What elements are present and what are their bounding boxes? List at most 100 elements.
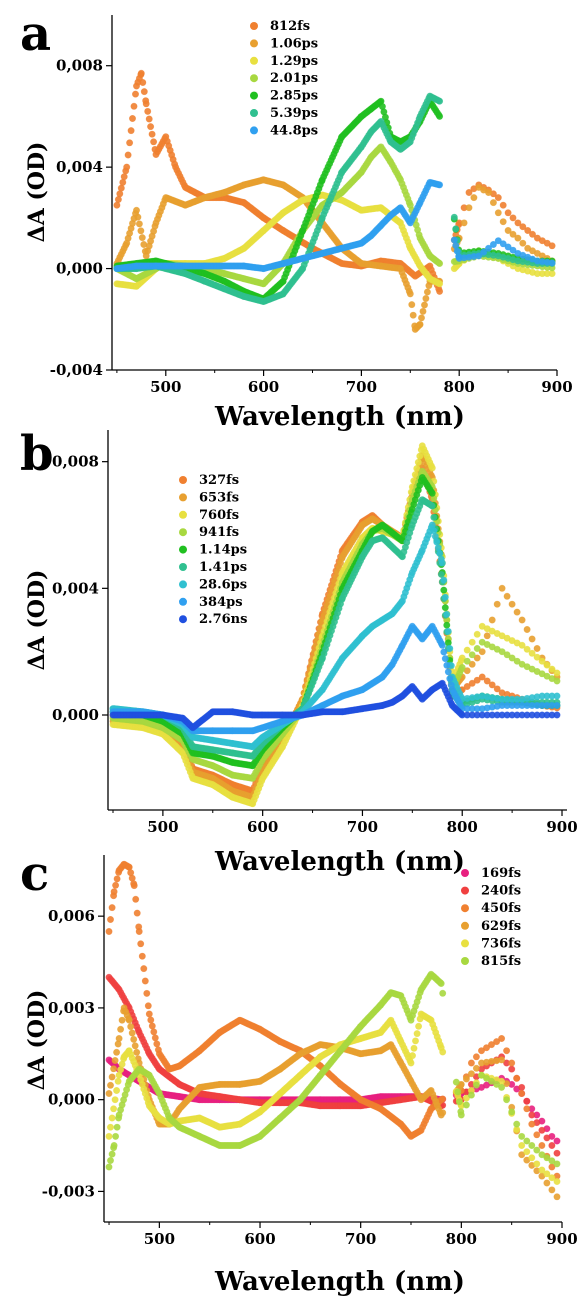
data-point	[132, 895, 140, 903]
data-point	[137, 227, 145, 235]
data-point	[408, 301, 416, 309]
y-tick-label: 0,004	[52, 579, 99, 597]
data-point	[553, 1149, 561, 1157]
data-point	[441, 655, 449, 663]
data-point	[431, 532, 439, 540]
data-point	[499, 201, 507, 209]
data-point	[508, 1065, 516, 1073]
legend-marker	[250, 22, 258, 30]
data-point	[441, 604, 449, 612]
data-point	[463, 682, 471, 690]
data-point	[144, 1002, 152, 1010]
data-point	[470, 194, 478, 202]
data-point	[436, 181, 444, 189]
data-point	[553, 1137, 561, 1145]
data-point	[436, 287, 444, 295]
x-axis-title: Wavelength (nm)	[214, 847, 465, 877]
data-point	[113, 875, 121, 883]
data-point	[484, 189, 492, 197]
data-point	[538, 657, 546, 665]
y-tick-label: -0,003	[42, 1182, 95, 1200]
data-point	[148, 1022, 156, 1030]
legend-marker	[250, 126, 258, 135]
data-point	[463, 646, 471, 654]
data-point	[489, 199, 497, 207]
data-point	[108, 904, 116, 912]
legend-marker	[250, 91, 258, 100]
legend-label: 2.76ns	[199, 612, 247, 627]
data-point	[493, 600, 501, 608]
data-point	[504, 227, 512, 235]
legend-marker	[179, 510, 187, 519]
data-point	[105, 927, 113, 935]
legend-marker	[179, 545, 187, 554]
legend-marker	[250, 56, 258, 65]
data-point	[151, 1034, 159, 1042]
legend-marker	[250, 109, 258, 117]
data-point	[478, 648, 486, 656]
data-point	[509, 246, 517, 254]
y-axis-title: ΔA (OD)	[24, 570, 50, 671]
data-point	[528, 635, 536, 643]
data-point	[553, 677, 561, 685]
data-point	[144, 107, 152, 115]
data-point	[458, 654, 466, 662]
data-point	[553, 692, 561, 700]
data-point	[494, 209, 502, 217]
panel-letter: a	[20, 6, 51, 62]
data-point	[523, 645, 531, 653]
data-point	[473, 654, 481, 662]
data-point	[475, 252, 483, 260]
legend-label: 1.41ps	[199, 560, 247, 575]
data-point	[430, 527, 438, 535]
data-point	[433, 538, 441, 546]
data-point	[147, 1016, 155, 1024]
data-point	[133, 909, 141, 917]
data-point	[503, 651, 511, 659]
data-point	[129, 115, 137, 123]
data-point	[423, 288, 431, 296]
data-point	[436, 549, 444, 557]
data-point	[523, 625, 531, 633]
data-point	[406, 290, 414, 298]
data-point	[120, 173, 128, 181]
data-point	[436, 112, 444, 120]
legend-label: 2.01ps	[270, 71, 318, 86]
y-tick-label: -0,004	[50, 361, 103, 379]
data-point	[117, 184, 125, 192]
panel-a: 500 600 700 800 900-0,0040,0000,0040,008aΔA …	[20, 6, 573, 432]
legend-label: 2.85ps	[270, 89, 318, 104]
data-point	[148, 130, 156, 138]
legend-label: 384ps	[199, 595, 243, 610]
legend-label: 941fs	[199, 525, 239, 540]
data-point	[134, 213, 142, 221]
legend-label: 44.8ps	[270, 123, 318, 138]
data-point	[446, 675, 454, 683]
x-tick-label: 800	[444, 378, 475, 396]
data-point	[528, 230, 536, 238]
legend-marker	[179, 476, 187, 484]
data-point	[514, 219, 522, 227]
data-point	[434, 544, 442, 552]
legend-label: 327fs	[199, 473, 239, 488]
y-axis-title: ΔA (OD)	[24, 142, 50, 243]
x-tick-label: 700	[346, 378, 377, 396]
series-group	[105, 860, 561, 1201]
data-point	[141, 977, 149, 985]
data-point	[140, 965, 148, 973]
data-point	[446, 644, 454, 652]
series-44.8ps	[113, 178, 556, 273]
data-point	[519, 239, 527, 247]
data-point	[458, 663, 466, 671]
series-2.76ns	[109, 679, 561, 732]
panel-c: 500 600 700 800 900-0,0030,0000,0030,006cΔA …	[20, 846, 578, 1297]
data-point	[513, 608, 521, 616]
data-point	[528, 649, 536, 657]
data-point	[528, 1111, 536, 1119]
data-point	[428, 489, 436, 497]
data-point	[116, 190, 124, 198]
y-tick-label: 0,006	[48, 907, 95, 925]
data-point	[110, 888, 118, 896]
